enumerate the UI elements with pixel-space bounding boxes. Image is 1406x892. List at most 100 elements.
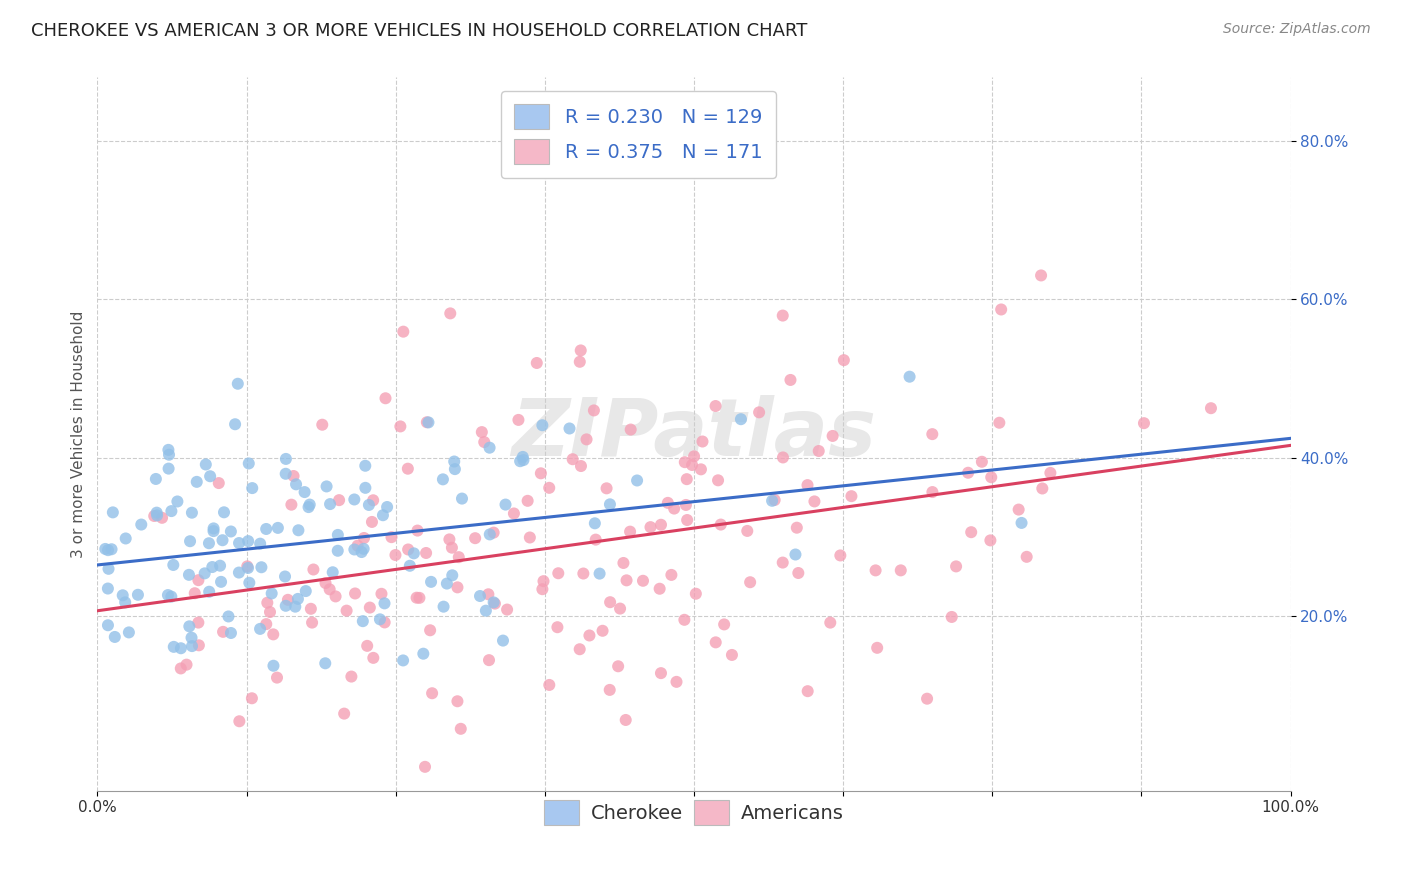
Point [614,713,637,727]
Point [416,415,439,429]
Point [595,481,617,495]
Point [259,605,281,619]
Point [354,458,377,473]
Point [368,612,391,626]
Point [100,542,122,557]
Point [1008,502,1031,516]
Point [170,661,193,675]
Point [585,533,607,547]
Point [184,586,207,600]
Point [980,470,1002,484]
Point [285,477,308,491]
Point [356,639,378,653]
Point [443,454,465,468]
Point [748,405,770,419]
Point [361,515,384,529]
Point [482,595,505,609]
Point [226,376,249,391]
Point [94,541,117,556]
Point [796,478,818,492]
Point [583,516,606,531]
Point [538,678,561,692]
Point [477,587,499,601]
Point [114,532,136,546]
Y-axis label: 3 or more Vehicles in Household: 3 or more Vehicles in Household [72,310,86,558]
Point [392,325,415,339]
Point [568,355,591,369]
Point [274,599,297,613]
Point [941,610,963,624]
Point [957,466,980,480]
Point [399,558,422,573]
Point [266,671,288,685]
Point [683,450,706,464]
Point [730,412,752,426]
Point [832,353,855,368]
Point [396,461,419,475]
Point [160,504,183,518]
Point [495,498,517,512]
Point [353,541,375,556]
Point [249,622,271,636]
Point [129,517,152,532]
Point [157,448,180,462]
Point [198,469,221,483]
Point [209,574,232,589]
Point [315,479,337,493]
Point [478,441,501,455]
Point [228,714,250,729]
Point [228,566,250,580]
Point [979,533,1001,548]
Point [181,639,204,653]
Point [482,525,505,540]
Point [97,618,120,632]
Point [326,528,349,542]
Point [547,566,569,581]
Point [343,542,366,557]
Point [198,536,221,550]
Point [599,497,621,511]
Point [375,500,398,514]
Point [612,556,634,570]
Point [531,582,554,597]
Point [301,615,323,630]
Point [97,582,120,596]
Point [297,500,319,514]
Point [380,530,402,544]
Point [311,417,333,432]
Point [444,462,467,476]
Point [350,545,373,559]
Point [396,542,419,557]
Point [772,309,794,323]
Point [150,511,173,525]
Point [546,620,568,634]
Point [371,508,394,523]
Point [568,642,591,657]
Point [830,549,852,563]
Point [359,600,381,615]
Point [740,575,762,590]
Point [675,472,697,486]
Point [299,602,322,616]
Point [104,630,127,644]
Point [988,416,1011,430]
Point [260,586,283,600]
Point [531,418,554,433]
Point [336,604,359,618]
Point [157,461,180,475]
Point [187,573,209,587]
Point [176,657,198,672]
Point [451,491,474,506]
Point [821,429,844,443]
Point [503,507,526,521]
Point [262,627,284,641]
Point [374,615,396,630]
Point [478,653,501,667]
Point [807,444,830,458]
Point [294,584,316,599]
Point [319,497,342,511]
Point [374,391,396,405]
Point [250,560,273,574]
Point [865,563,887,577]
Point [721,648,744,662]
